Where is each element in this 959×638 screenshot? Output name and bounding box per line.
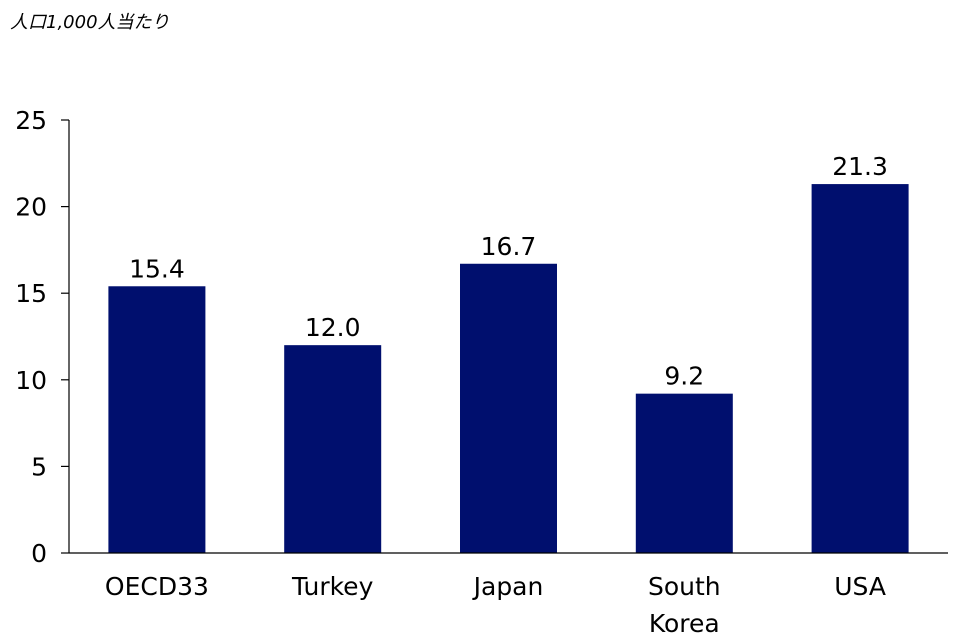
y-tick-label: 0 — [31, 539, 47, 568]
y-tick-label: 10 — [15, 366, 47, 395]
bar-japan — [460, 263, 557, 553]
bar-usa — [811, 184, 909, 554]
y-tick-label: 15 — [15, 279, 47, 308]
bar-turkey — [284, 345, 382, 553]
category-label: Turkey — [291, 572, 374, 601]
bars-group — [108, 184, 909, 554]
y-tick-label: 20 — [15, 193, 47, 222]
bar-oecd33 — [108, 286, 206, 553]
y-tick-label: 5 — [31, 452, 47, 481]
data-label: 15.4 — [129, 254, 185, 283]
chart-subtitle: 人口1,000人当たり — [10, 12, 170, 33]
data-label: 12.0 — [305, 313, 361, 342]
bar-south-korea — [635, 393, 733, 553]
category-label: Japan — [472, 572, 544, 601]
data-label: 16.7 — [481, 232, 537, 261]
data-label: 21.3 — [832, 152, 888, 181]
data-label: 9.2 — [664, 362, 704, 391]
y-tick-label: 25 — [15, 106, 47, 135]
category-label: OECD33 — [105, 572, 209, 601]
value-labels-group: 15.4 12.0 16.7 9.2 21.3 — [129, 152, 888, 391]
category-label: USA — [834, 572, 886, 601]
y-axis: 0 5 10 15 20 25 — [15, 106, 70, 568]
category-labels-group: OECD33 Turkey Japan South Korea USA — [105, 572, 886, 638]
category-label: South Korea — [648, 572, 721, 638]
